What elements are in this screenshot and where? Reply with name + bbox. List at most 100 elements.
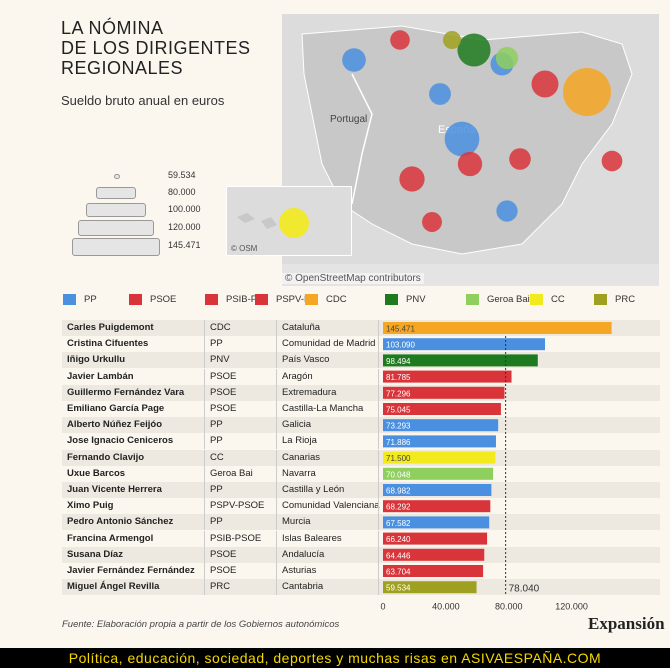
legend-item[interactable]: PP — [63, 294, 97, 305]
salary-bar[interactable] — [383, 581, 477, 594]
map-bubbles[interactable] — [282, 14, 659, 286]
table-row[interactable]: Cristina Cifuentes PP Comunidad de Madrid — [62, 336, 660, 353]
table-row[interactable]: Javier Lambán PSOE Aragón — [62, 368, 660, 385]
salary-bar[interactable] — [383, 532, 488, 545]
map-bubble[interactable] — [399, 166, 425, 192]
map-bubble[interactable] — [429, 83, 451, 105]
column-separator — [276, 433, 277, 450]
legend-label: PP — [84, 294, 97, 305]
salary-bar[interactable] — [383, 516, 490, 529]
leader-name: Alberto Núñez Feijóo — [67, 419, 162, 431]
map-bubble[interactable] — [495, 46, 519, 70]
x-tick-label: 120.000 — [555, 601, 588, 611]
salary-bar[interactable] — [383, 419, 499, 432]
legend-item[interactable]: PRC — [594, 294, 635, 305]
leader-name: Cristina Cifuentes — [67, 338, 149, 350]
column-separator — [204, 336, 205, 353]
table-row[interactable]: Pedro Antonio Sánchez PP Murcia — [62, 514, 660, 531]
table-row[interactable]: Juan Vicente Herrera PP Castilla y León — [62, 482, 660, 498]
map-bubble[interactable] — [422, 212, 442, 232]
table-row[interactable]: Ximo Puig PSPV-PSOE Comunidad Valenciana — [62, 498, 660, 515]
map-bubble[interactable] — [443, 31, 461, 49]
legend-item[interactable]: PSIB-P... — [205, 294, 264, 305]
table-row[interactable]: Emiliano García Page PSOE Castilla-La Manc… — [62, 401, 660, 417]
table-row[interactable]: Uxue Barcos Geroa Bai Navarra — [62, 465, 660, 482]
leader-name: Pedro Antonio Sánchez — [67, 516, 174, 528]
bar-data-label: 66.240 — [386, 535, 411, 544]
size-step-4 — [78, 220, 154, 236]
salary-bar[interactable] — [383, 548, 485, 561]
bar-chart: 145.471 103.090 98.494 81.785 77.296 75.045 73… — [380, 322, 612, 611]
legend-label: PRC — [615, 294, 636, 305]
map-attribution[interactable]: © OpenStreetMap contributors — [282, 273, 424, 284]
legend-item[interactable]: CC — [530, 294, 565, 305]
leader-party: PSPV-PSOE — [210, 500, 265, 512]
leader-party: PSOE — [210, 403, 237, 414]
column-separator — [204, 352, 205, 369]
leader-name: Emiliano García Page — [67, 403, 165, 414]
legend-item[interactable]: PSOE — [129, 294, 176, 305]
salary-bar[interactable] — [383, 565, 484, 577]
size-step-2 — [96, 187, 136, 199]
map-bubble[interactable] — [444, 121, 480, 157]
map-label-portugal: Portugal — [330, 114, 368, 125]
legend-item[interactable]: CDC — [305, 294, 347, 305]
salary-bar[interactable] — [383, 484, 492, 496]
map-bubble[interactable] — [509, 148, 531, 170]
table-row[interactable]: Francina Armengol PSIB-PSOE Islas Baleares — [62, 530, 660, 547]
table-row[interactable]: Guillermo Fernández Vara PSOE Extremadura — [62, 384, 660, 401]
salary-bar[interactable] — [383, 500, 491, 513]
table-row[interactable]: Javier Fernández Fernández PSOE Asturias — [62, 563, 660, 579]
legend-item[interactable]: Geroa Bai — [466, 294, 530, 305]
legend-label: Geroa Bai — [487, 294, 530, 305]
inset-island — [237, 213, 255, 223]
table-row[interactable]: Jose Ignacio Ceniceros PP La Rioja — [62, 433, 660, 450]
map-bubble[interactable] — [390, 30, 410, 50]
legend-item[interactable]: PNV — [385, 294, 426, 305]
table-row[interactable]: Fernando Clavijo CC Canarias — [62, 449, 660, 466]
map-bubble[interactable] — [342, 48, 366, 72]
leader-region: Islas Baleares — [282, 532, 342, 544]
leader-name: Carles Puigdemont — [67, 322, 154, 333]
legend-swatch — [385, 294, 398, 305]
map-inset-canarias[interactable]: © OSM — [226, 186, 352, 256]
column-separator — [276, 579, 277, 596]
leader-name: Guillermo Fernández Vara — [67, 386, 185, 398]
column-separator — [204, 482, 205, 498]
map-bubble[interactable] — [563, 68, 611, 116]
column-separator — [276, 401, 277, 417]
map-bubble[interactable] — [531, 70, 559, 98]
salary-bar[interactable] — [383, 451, 496, 464]
map-bubble[interactable] — [457, 151, 483, 177]
salary-bar[interactable] — [383, 354, 538, 367]
legend-swatch — [255, 294, 268, 305]
salary-bar[interactable] — [383, 338, 545, 351]
footer-banner[interactable]: Política, educación, sociedad, deportes … — [0, 648, 670, 668]
legend-label: PSPV-P... — [276, 294, 318, 305]
salary-bar[interactable] — [383, 403, 501, 415]
map-bubble[interactable] — [601, 150, 623, 172]
leader-name: Jose Ignacio Ceniceros — [67, 435, 174, 447]
party-legend[interactable]: PP PSOE PSIB-P... PSPV-P... CDC PNV Geroa Bai C… — [63, 294, 663, 308]
salary-bar[interactable] — [383, 370, 512, 383]
table-row[interactable]: Miguel Ángel Revilla PRC Cantabria — [62, 579, 660, 596]
legend-item[interactable]: PSPV-P... — [255, 294, 317, 305]
column-separator — [276, 352, 277, 369]
legend-label: PSIB-P... — [226, 294, 264, 305]
map-spain[interactable]: Portugal España © OpenStreetMap contribu… — [282, 14, 659, 286]
salary-bar[interactable] — [383, 386, 505, 399]
chart-subtitle: Sueldo bruto anual en euros — [61, 93, 225, 108]
salary-bar[interactable] — [383, 435, 496, 448]
map-bubble[interactable] — [496, 200, 518, 222]
salary-bar[interactable] — [383, 322, 612, 334]
legend-label: CC — [551, 294, 565, 305]
leader-region: La Rioja — [282, 435, 317, 447]
map-bubble[interactable] — [457, 33, 491, 67]
leader-region: Asturias — [282, 565, 317, 576]
salary-bar[interactable] — [383, 467, 494, 480]
column-separator — [204, 498, 205, 515]
table-row[interactable]: Susana Díaz PSOE Andalucía — [62, 546, 660, 563]
table-row[interactable]: Alberto Núñez Feijóo PP Galicia — [62, 417, 660, 434]
legend-swatch — [63, 294, 76, 305]
legend-swatch — [594, 294, 607, 305]
